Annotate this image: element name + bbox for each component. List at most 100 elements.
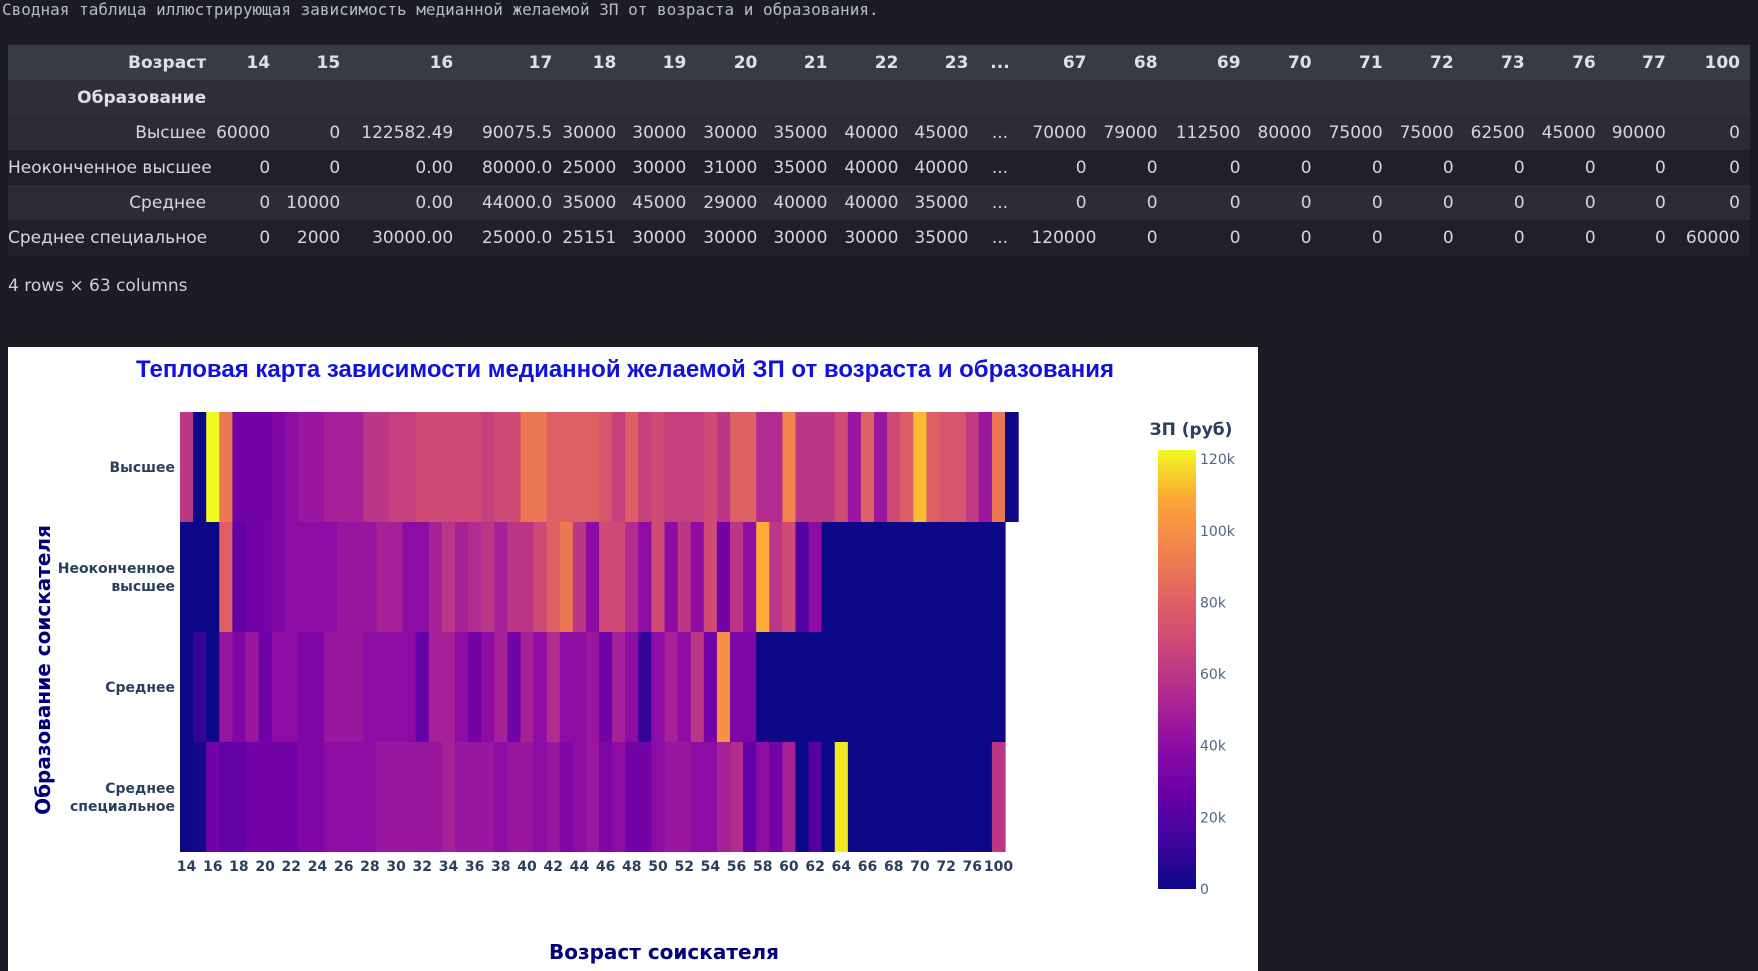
heatmap-cell [520, 412, 535, 522]
empty-header-cell [216, 80, 280, 115]
heatmap-cell [428, 632, 443, 742]
table-cell: 0 [1729, 157, 1740, 178]
heatmap-cell [455, 522, 469, 632]
heatmap-cell [664, 412, 679, 522]
table-cell: 30000 [562, 122, 617, 143]
table-cell: 60000 [216, 122, 271, 143]
heatmap-cell [494, 522, 508, 632]
chart-title: Тепловая карта зависимости медианной жел… [136, 356, 1114, 383]
heatmap-cell [939, 412, 954, 522]
heatmap-cell [245, 522, 260, 632]
heatmap-cell [193, 522, 207, 632]
column-header: 73 [1501, 52, 1525, 73]
heatmap-cell [638, 742, 653, 852]
heatmap-cell [389, 412, 404, 522]
table-cell: 35000 [914, 227, 969, 248]
empty-header-cell [1393, 80, 1464, 115]
heatmap-cell [860, 632, 875, 742]
heatmap-cell [572, 632, 587, 742]
table-cell: 40000 [914, 157, 969, 178]
table-cell: 30000.00 [372, 227, 454, 248]
table-cell: 0.00 [415, 192, 454, 213]
table-cell: 0 [1654, 227, 1666, 248]
empty-header-cell [908, 80, 978, 115]
heatmap-cell [730, 742, 744, 852]
heatmap-cell [481, 522, 495, 632]
empty-header-cell [978, 80, 1031, 115]
heatmap-cell [795, 632, 810, 742]
heatmap-cell [808, 412, 823, 522]
heatmap-cell [965, 522, 980, 632]
heatmap-svg: Тепловая карта зависимости медианной жел… [31, 356, 1236, 964]
heatmap-cell [297, 742, 312, 852]
heatmap-cell [913, 742, 928, 852]
table-cell: 25000 [562, 157, 617, 178]
empty-header-cell [1464, 80, 1535, 115]
heatmap-cell [808, 522, 823, 632]
table-cell: 0 [1075, 192, 1087, 213]
table-cell: 0 [1371, 192, 1383, 213]
heatmap-cell [860, 412, 875, 522]
table-cell: 62500 [1470, 122, 1525, 143]
heatmap-cell [455, 412, 469, 522]
heatmap-cell [533, 632, 548, 742]
heatmap-cell [245, 742, 260, 852]
table-cell: 0 [1300, 157, 1312, 178]
y-tick-labels: Высшее Неоконченное высшее Среднее Среднее сп… [58, 460, 175, 815]
heatmap-cell [520, 522, 535, 632]
heatmap-cell [978, 632, 993, 742]
x-tick-label: 72 [936, 859, 955, 875]
table-cell: 45000 [914, 122, 969, 143]
heatmap-cell [232, 412, 247, 522]
table-cell: 0 [259, 192, 271, 213]
heatmap-cell [716, 412, 731, 522]
column-header: 21 [803, 52, 828, 73]
heatmap-cell [847, 632, 862, 742]
heatmap-cell [494, 742, 508, 852]
table-cell: 0 [1729, 192, 1740, 213]
heatmap-cell [965, 412, 980, 522]
empty-header-cell [837, 80, 908, 115]
heatmap-cell [402, 742, 417, 852]
heatmap-cell [795, 742, 810, 852]
column-header: 14 [246, 52, 271, 73]
table-cell: ... [991, 122, 1009, 143]
heatmap-cell [559, 412, 574, 522]
x-tick-label: 56 [727, 859, 746, 875]
column-header: 100 [1704, 52, 1741, 73]
heatmap-cell [978, 412, 993, 522]
heatmap-cell [716, 742, 731, 852]
empty-header-cell [1031, 80, 1096, 115]
empty-header-cell [1097, 80, 1168, 115]
empty-header-cell [280, 80, 350, 115]
colorbar-title: ЗП (руб) [1150, 420, 1233, 440]
heatmap-cell [180, 742, 194, 852]
heatmap-cell [324, 522, 338, 632]
colorbar-tick-label: 120k [1200, 452, 1236, 468]
heatmap-cell [887, 742, 901, 852]
table-cell: 30000 [703, 122, 758, 143]
heatmap-cell [651, 522, 666, 632]
heatmap-cell [428, 412, 443, 522]
heatmap-figure: Тепловая карта зависимости медианной жел… [8, 347, 1258, 971]
column-header: 72 [1430, 52, 1454, 73]
heatmap-cell [376, 522, 391, 632]
heatmap-cell [507, 632, 522, 742]
table-cell: 0 [1513, 192, 1525, 213]
heatmap-cell [769, 412, 783, 522]
table-cell: 35000 [773, 157, 828, 178]
heatmap-cell [481, 412, 495, 522]
column-header: 71 [1358, 52, 1383, 73]
heatmap-cell [559, 742, 574, 852]
heatmap-cell [821, 412, 836, 522]
heatmap-cell [1005, 412, 1019, 522]
y-tick-label: Среднее специальное [70, 781, 175, 815]
heatmap-cell [507, 412, 522, 522]
heatmap-cell [507, 742, 522, 852]
y-tick-label: Высшее [110, 460, 176, 476]
heatmap-cell [441, 522, 456, 632]
heatmap-cell [612, 522, 626, 632]
heatmap-cell [821, 522, 836, 632]
heatmap-cell [455, 632, 469, 742]
heatmap-cell [271, 412, 286, 522]
